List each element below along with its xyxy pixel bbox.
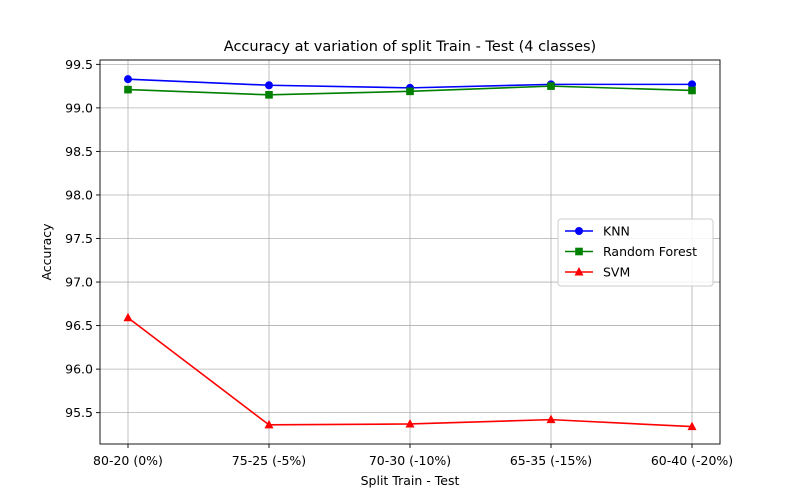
data-point-svm [123,312,133,322]
y-tick-label: 99.5 [65,57,93,72]
data-point-random-forest [688,86,696,95]
data-point-svm [264,419,274,429]
chart-title: Accuracy at variation of split Train - T… [224,39,596,55]
legend-marker-random-forest [575,247,583,256]
x-tick-label: 60-40 (-20%) [651,453,733,468]
y-tick-label: 96.5 [65,318,93,333]
y-tick-label: 97.5 [65,231,93,246]
x-tick-label: 75-25 (-5%) [232,453,306,468]
y-tick-label: 98.5 [65,144,93,159]
y-tick-label: 97.0 [65,275,93,290]
legend-label-knn: KNN [603,224,630,239]
y-tick-label: 98.0 [65,187,93,202]
y-axis: 95.5 96.0 96.5 97.0 97.5 98.0 98.5 99.0 99.5 [65,57,100,420]
data-point-random-forest [547,82,555,90]
legend-label-svm: SVM [603,265,630,280]
y-tick-label: 95.5 [65,405,93,420]
y-tick-label: 96.0 [65,362,93,377]
y-axis-label: Accuracy [39,223,54,281]
data-point-random-forest [406,87,414,96]
data-point-knn [688,80,696,89]
series-random-forest [124,82,696,99]
x-axis-label: Split Train - Test [361,473,460,488]
legend-box [557,218,714,287]
data-point-svm [546,414,556,424]
series-layer [123,75,697,431]
x-axis: 80-20 (0%) 75-25 (-5%) 70-30 (-10%) 65-35 (… [93,444,733,468]
x-tick-label: 80-20 (0%) [93,453,163,468]
data-point-knn [124,75,132,84]
data-point-knn [265,81,273,90]
data-point-svm [405,418,415,428]
series-svm [123,312,697,431]
data-point-svm [687,421,697,431]
legend: KNN Random Forest SVM [557,218,714,287]
y-tick-label: 99.0 [65,100,93,115]
legend-marker-knn [575,227,583,235]
data-point-random-forest [124,85,132,94]
legend-marker-svm [574,267,584,276]
x-tick-label: 70-30 (-10%) [369,453,451,468]
data-point-random-forest [265,91,273,99]
x-tick-label: 65-35 (-15%) [510,453,592,468]
legend-label-random-forest: Random Forest [603,244,697,259]
